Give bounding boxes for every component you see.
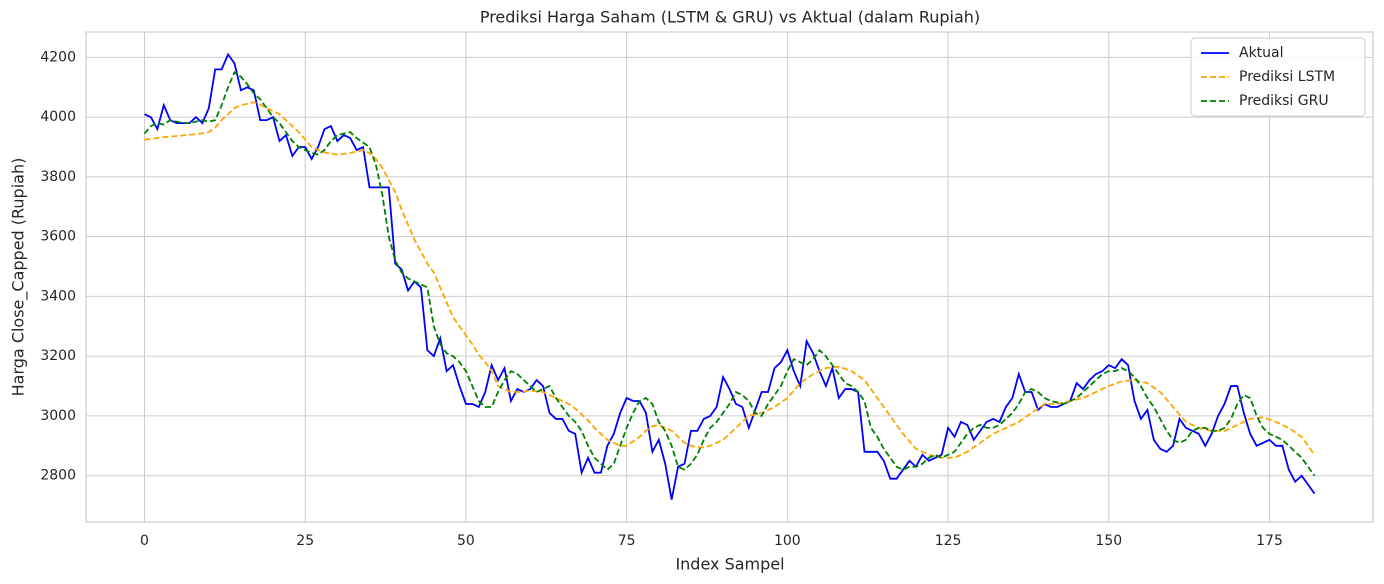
y-tick-label: 4000 — [40, 109, 76, 125]
x-tick-label: 100 — [774, 533, 801, 549]
x-tick-label: 175 — [1256, 533, 1283, 549]
x-tick-label: 50 — [457, 533, 475, 549]
x-tick-label: 25 — [296, 533, 314, 549]
y-tick-label: 3800 — [40, 169, 76, 185]
legend-box — [1190, 37, 1366, 117]
legend-label: Prediksi LSTM — [1239, 69, 1335, 85]
chart-title: Prediksi Harga Saham (LSTM & GRU) vs Akt… — [480, 8, 980, 27]
y-axis-label: Harga Close_Capped (Rupiah) — [9, 158, 29, 397]
line-series — [144, 101, 1316, 459]
line-series — [144, 52, 1316, 500]
legend: Aktual Prediksi LSTM Prediksi GRU — [1190, 37, 1366, 117]
plot-frame — [85, 31, 1374, 523]
y-tick-label: 4200 — [40, 49, 76, 65]
y-tick-label: 3200 — [40, 348, 76, 364]
line-series — [143, 70, 1316, 477]
x-axis-label: Index Sampel — [675, 555, 784, 574]
y-tick-label: 3600 — [40, 229, 76, 245]
y-tick-label: 2800 — [40, 468, 76, 484]
x-tick-label: 0 — [140, 533, 149, 549]
x-tick-label: 125 — [935, 533, 962, 549]
y-tick-label: 3000 — [40, 408, 76, 424]
x-tick-label: 75 — [618, 533, 636, 549]
y-tick-label: 3400 — [40, 288, 76, 304]
legend-label: Aktual — [1239, 45, 1284, 61]
x-tick-label: 150 — [1095, 533, 1122, 549]
legend-label: Prediksi GRU — [1239, 93, 1329, 109]
